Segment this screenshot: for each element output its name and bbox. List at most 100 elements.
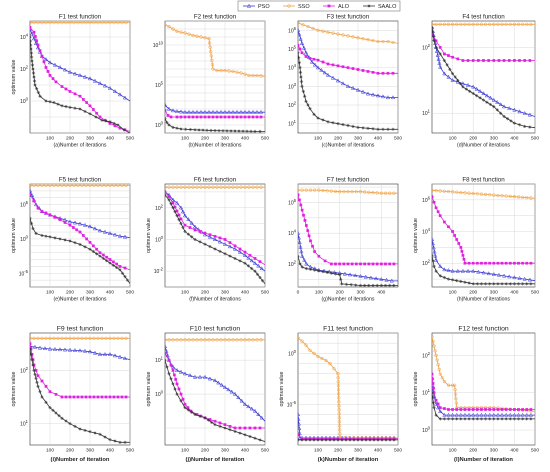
data-point — [337, 408, 341, 412]
chart-title: F9 test function — [57, 326, 104, 333]
x-tick-label: 200 — [201, 290, 209, 296]
data-point — [451, 72, 455, 76]
data-point — [72, 336, 76, 340]
data-point — [527, 277, 532, 282]
data-point — [336, 380, 340, 384]
chart-panel-1: F1 test function 100 200 300 400 500 (a)Number… — [11, 14, 134, 149]
data-point — [170, 197, 176, 202]
data-point — [363, 274, 368, 279]
data-point — [340, 81, 346, 86]
data-point — [95, 252, 99, 256]
data-point — [436, 402, 440, 406]
data-point — [432, 34, 435, 38]
data-point — [513, 59, 516, 62]
data-point — [466, 59, 470, 62]
data-point — [100, 118, 104, 122]
data-point — [209, 54, 213, 58]
x-tick-label: 100 — [449, 290, 457, 296]
data-point — [332, 438, 336, 442]
data-point — [356, 36, 360, 40]
data-point — [298, 421, 301, 426]
data-point — [258, 109, 264, 114]
x-axis-label: (g)Number of iterations — [321, 297, 374, 303]
data-point — [40, 54, 44, 58]
data-point — [183, 406, 187, 410]
x-tick-label: 400 — [106, 290, 114, 296]
data-point — [525, 261, 529, 265]
data-point — [31, 71, 36, 75]
y-tick-label: 101 — [288, 119, 297, 128]
data-point — [496, 408, 500, 411]
data-point — [301, 23, 305, 27]
data-point — [338, 273, 342, 277]
data-point — [446, 417, 451, 421]
series-line — [432, 27, 535, 117]
data-point — [233, 256, 237, 261]
data-point — [500, 22, 504, 26]
data-point — [44, 184, 48, 188]
data-point — [38, 49, 42, 52]
data-point — [30, 184, 32, 188]
data-point — [175, 338, 179, 342]
data-point — [434, 22, 438, 26]
data-point — [259, 266, 264, 271]
x-tick-label: 500 — [531, 136, 539, 142]
data-point — [88, 430, 92, 434]
data-point — [54, 411, 58, 415]
data-point — [60, 104, 64, 108]
data-point — [56, 336, 60, 340]
series-layer — [165, 185, 265, 285]
y-axis-label: optimum value — [413, 218, 419, 253]
data-point — [52, 336, 56, 340]
data-point — [450, 383, 455, 387]
data-point — [348, 438, 352, 442]
data-point — [354, 283, 358, 287]
data-point — [166, 114, 170, 117]
y-axis-label: optimum value — [11, 218, 17, 253]
data-point — [218, 424, 222, 428]
chart-title: F12 test function — [458, 326, 508, 333]
data-point — [32, 199, 36, 203]
data-point — [195, 115, 199, 119]
data-point — [169, 377, 173, 381]
data-point — [44, 66, 48, 69]
data-point — [308, 348, 312, 352]
data-point — [60, 85, 64, 88]
data-point — [238, 426, 242, 430]
data-point — [504, 282, 508, 286]
data-point — [342, 271, 347, 276]
data-point — [438, 274, 442, 278]
data-point — [32, 368, 36, 372]
data-point — [496, 282, 500, 286]
data-point — [438, 189, 442, 193]
data-point — [60, 21, 64, 25]
data-point — [52, 346, 58, 351]
series-saalo — [30, 35, 130, 133]
data-point — [513, 408, 516, 411]
data-point — [115, 262, 119, 266]
data-point — [165, 185, 167, 189]
data-point — [388, 283, 392, 287]
x-axis-label: (k)Number of iteration — [318, 457, 379, 463]
data-point — [342, 190, 346, 194]
data-point — [192, 374, 198, 379]
data-point — [321, 270, 325, 274]
data-point — [67, 69, 73, 74]
data-point — [198, 109, 204, 114]
series-line — [165, 24, 265, 77]
data-point — [190, 109, 196, 114]
data-point — [67, 347, 73, 352]
data-point — [32, 79, 37, 83]
data-point — [193, 237, 197, 242]
data-point — [368, 275, 374, 280]
data-point — [210, 109, 216, 114]
data-point — [329, 189, 333, 193]
data-point — [198, 230, 202, 233]
y-tick-label: 102 — [422, 259, 431, 268]
data-point — [298, 426, 302, 431]
data-point — [199, 35, 203, 39]
data-point — [243, 338, 247, 342]
data-point — [96, 184, 100, 188]
data-point — [365, 91, 371, 96]
data-point — [82, 74, 88, 79]
